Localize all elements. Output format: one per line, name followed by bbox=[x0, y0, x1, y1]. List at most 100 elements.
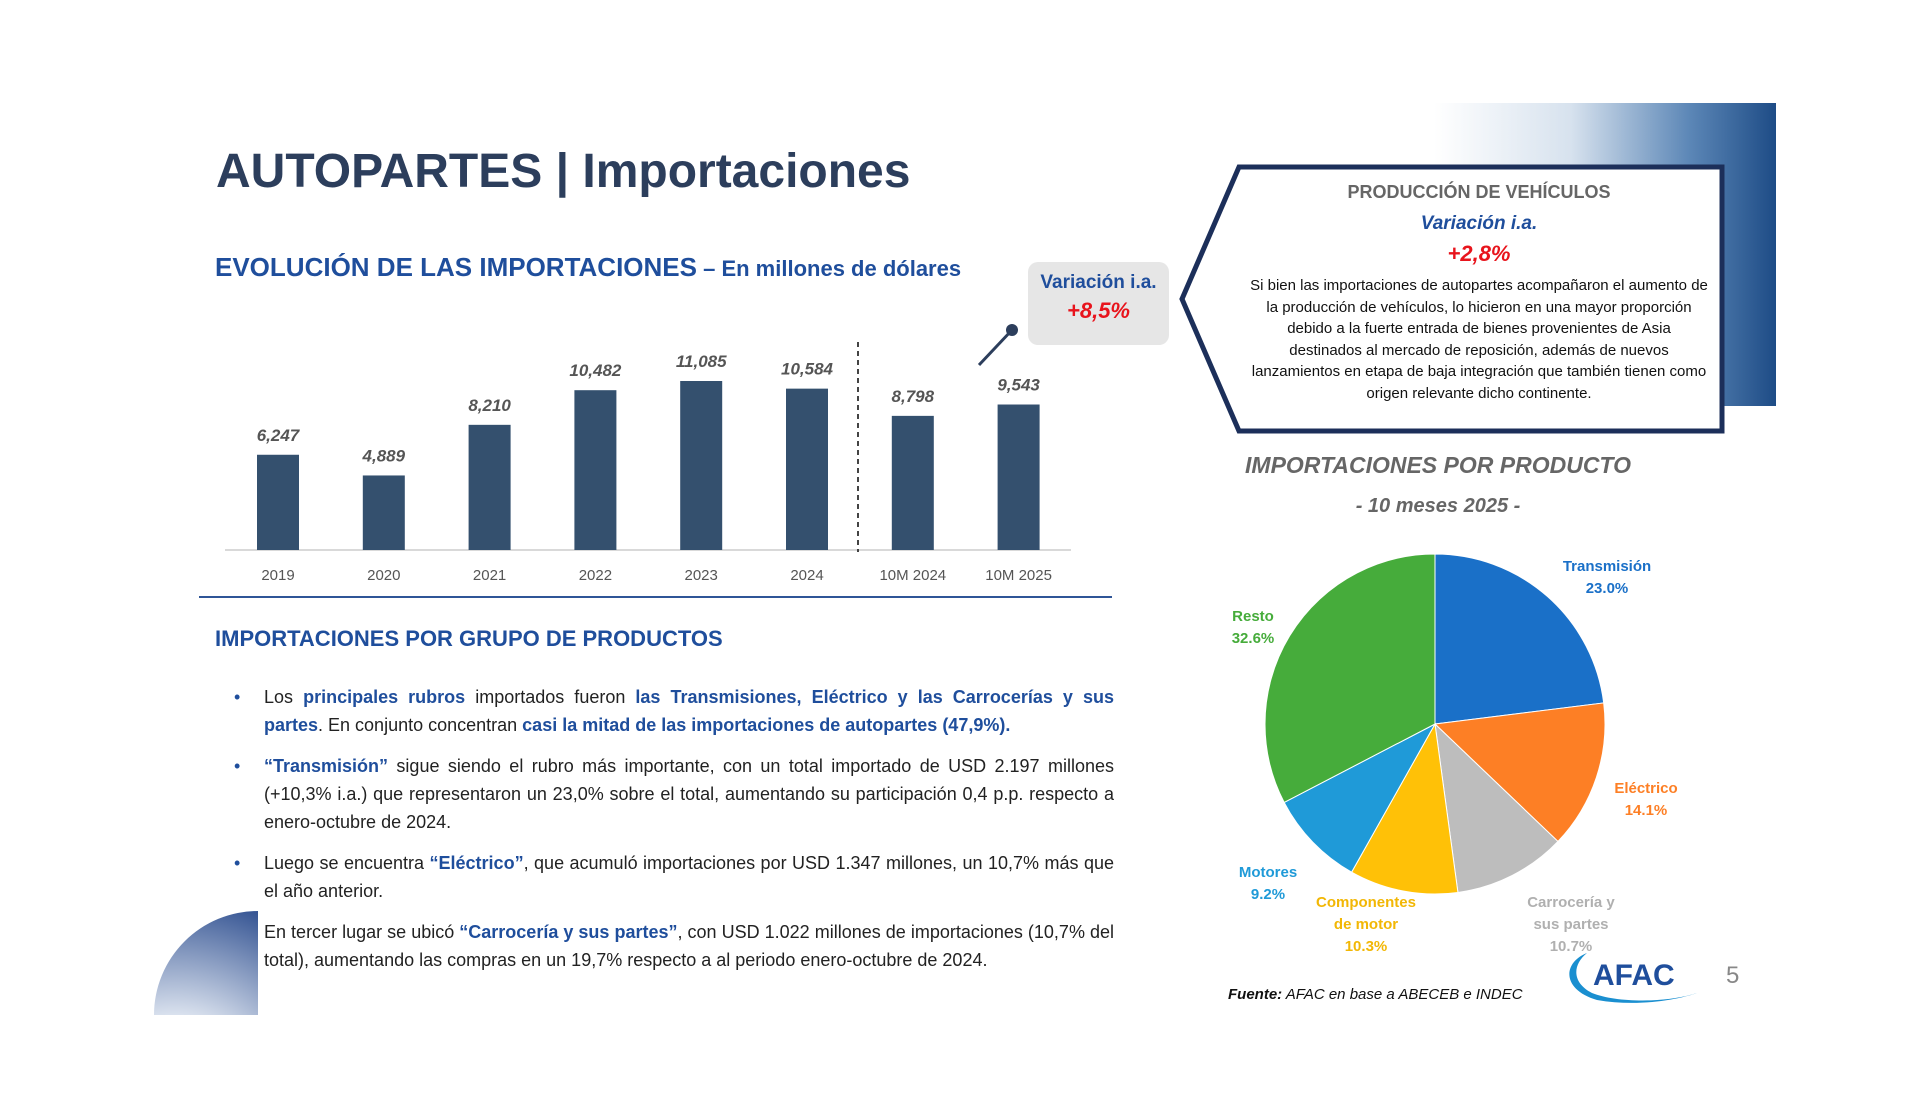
pie-label-name: Eléctrico bbox=[1614, 780, 1678, 797]
variation-value: +8,5% bbox=[1067, 298, 1130, 323]
data-label: 10,584 bbox=[781, 360, 834, 379]
source-label: Fuente: bbox=[1228, 986, 1283, 1003]
pie-label-name: Carrocería y sus partes bbox=[1527, 894, 1615, 933]
connector-dot bbox=[1006, 324, 1018, 336]
data-label: 11,085 bbox=[676, 352, 727, 371]
pie-subtitle: - 10 meses 2025 - bbox=[1355, 495, 1521, 517]
highlight-text: principales rubros bbox=[303, 687, 466, 707]
divider bbox=[199, 596, 1112, 598]
body-text: . En conjunto concentran bbox=[318, 715, 523, 735]
callout-text: Si bien las importaciones de autopartes … bbox=[1250, 277, 1708, 402]
bullet-text: “Transmisión” sigue siendo el rubro más … bbox=[264, 752, 1114, 836]
bar bbox=[680, 381, 723, 550]
pie-slice bbox=[1433, 702, 1606, 843]
pie-label: Resto 32.6% bbox=[1183, 606, 1323, 650]
logo-text: AFAC bbox=[1593, 959, 1675, 992]
bar bbox=[574, 390, 617, 550]
data-label: 8,210 bbox=[468, 396, 511, 415]
tick-label: 2022 bbox=[579, 567, 612, 584]
data-label: 10,482 bbox=[569, 361, 622, 380]
bar bbox=[257, 454, 299, 550]
bullet-item: • Luego se encuentra “Eléctrico”, que acu… bbox=[234, 849, 1114, 905]
production-callout: PRODUCCIÓN DE VEHÍCULOS Variación i.a. +… bbox=[1179, 164, 1725, 434]
body-text: importados fueron bbox=[465, 687, 636, 707]
highlight-text: las Transmisiones, Eléctrico y las Carro… bbox=[264, 687, 1114, 735]
pie-slice bbox=[1283, 722, 1437, 873]
tick-label: 10M 2025 bbox=[985, 567, 1052, 584]
highlight-text: “Eléctrico” bbox=[429, 853, 524, 873]
pie-label-value: 32.6% bbox=[1231, 630, 1275, 647]
bar bbox=[786, 388, 828, 550]
bullet-text: En tercer lugar se ubicó “Carrocería y s… bbox=[264, 918, 1114, 974]
bullet-text: Luego se encuentra “Eléctrico”, que acum… bbox=[264, 849, 1114, 905]
bar bbox=[362, 475, 405, 550]
pie-slice bbox=[1350, 722, 1459, 895]
chart-title-unit: – En millones de dólares bbox=[697, 256, 962, 281]
tick-label: 2020 bbox=[367, 567, 400, 584]
afac-logo: AFAC bbox=[1569, 953, 1697, 1003]
pie-slice bbox=[1264, 553, 1436, 804]
source-note: Fuente: AFAC en base a ABECEB e INDEC bbox=[1228, 986, 1523, 1003]
variation-label: Variación i.a. bbox=[1040, 272, 1157, 293]
highlight-text: “Transmisión” bbox=[264, 756, 389, 776]
bar bbox=[997, 404, 1040, 550]
bullet-icon: • bbox=[234, 687, 241, 707]
highlight-text: “Carrocería y sus partes” bbox=[459, 922, 678, 942]
bullet-icon: • bbox=[234, 756, 241, 776]
pie-slice bbox=[1434, 722, 1559, 894]
callout-value: +2,8% bbox=[1447, 241, 1511, 266]
bullet-item: •En tercer lugar se ubicó “Carrocería y … bbox=[234, 918, 1114, 974]
tick-label: 2024 bbox=[790, 567, 823, 584]
pie-label-name: Componentes de motor bbox=[1315, 894, 1416, 933]
body-text: , con USD 1.022 millones de importacione… bbox=[264, 922, 1115, 970]
tick-label: 2023 bbox=[685, 567, 718, 584]
bullet-text: Los principales rubros importados fueron… bbox=[264, 683, 1114, 739]
data-label: 6,247 bbox=[257, 426, 301, 445]
tick-label: 10M 2024 bbox=[879, 567, 946, 584]
highlight-text: casi la mitad de las importaciones de au… bbox=[522, 715, 1011, 735]
callout-label: Variación i.a. bbox=[1420, 213, 1538, 234]
pie-label: Transmisión 23.0% bbox=[1537, 556, 1677, 600]
tick-label: 2019 bbox=[261, 567, 294, 584]
bullet-item: • “Transmisión” sigue siendo el rubro más… bbox=[234, 752, 1114, 836]
body-text: sigue siendo el rubro más importante, co… bbox=[264, 756, 1114, 832]
bar bbox=[468, 424, 511, 550]
bullet-item: • Los principales rubros importados fuero… bbox=[234, 683, 1114, 739]
pie-label-name: Motores bbox=[1238, 864, 1298, 881]
data-label: 9,543 bbox=[997, 376, 1040, 395]
connector-line bbox=[977, 328, 1014, 367]
pie-label: Componentes de motor 10.3% bbox=[1296, 892, 1436, 958]
pie-label-value: 9.2% bbox=[1250, 886, 1286, 903]
chart-title-main: EVOLUCIÓN DE LAS IMPORTACIONES bbox=[215, 252, 697, 282]
pie-label-value: 10.3% bbox=[1344, 938, 1388, 955]
bar-chart: 6,247 2019 4,889 2020 8,210 2021 10,482 2022 11,… bbox=[225, 324, 1071, 584]
pie-slice bbox=[1434, 553, 1605, 725]
callout-title: PRODUCCIÓN DE VEHÍCULOS bbox=[1347, 182, 1611, 202]
data-label: 8,798 bbox=[892, 387, 935, 406]
pie-label: Motores 9.2% bbox=[1198, 862, 1338, 906]
variation-box: Variación i.a. +8,5% bbox=[1028, 262, 1169, 345]
pie-label-value: 23.0% bbox=[1585, 580, 1629, 597]
data-label: 4,889 bbox=[362, 446, 406, 465]
pie-label: Carrocería y sus partes 10.7% bbox=[1501, 892, 1641, 958]
pie-label-name: Transmisión bbox=[1562, 558, 1652, 575]
tick-label: 2021 bbox=[473, 567, 506, 584]
source-text: AFAC en base a ABECEB e INDEC bbox=[1282, 986, 1523, 1003]
pie-chart bbox=[1264, 553, 1606, 895]
page-number: 5 bbox=[1726, 962, 1740, 989]
chart-title: EVOLUCIÓN DE LAS IMPORTACIONES – En mill… bbox=[215, 252, 961, 283]
body-text: Los bbox=[264, 687, 304, 707]
bar bbox=[891, 415, 934, 550]
body-text: Luego se encuentra bbox=[264, 853, 430, 873]
pie-title: IMPORTACIONES POR PRODUCTO bbox=[1245, 452, 1631, 478]
body-text: , que acumuló importaciones por USD 1.34… bbox=[264, 853, 1114, 901]
bullet-icon: • bbox=[234, 853, 241, 873]
body-text: En tercer lugar se ubicó bbox=[264, 922, 460, 942]
pie-label-value: 14.1% bbox=[1624, 802, 1668, 819]
section-heading: IMPORTACIONES POR GRUPO DE PRODUCTOS bbox=[215, 626, 723, 651]
pie-label-value: 10.7% bbox=[1549, 938, 1593, 955]
pie-label-name: Resto bbox=[1232, 608, 1274, 625]
callout-frame bbox=[1179, 164, 1725, 434]
pie-label: Eléctrico 14.1% bbox=[1576, 778, 1716, 822]
page-title: AUTOPARTES | Importaciones bbox=[216, 145, 911, 198]
